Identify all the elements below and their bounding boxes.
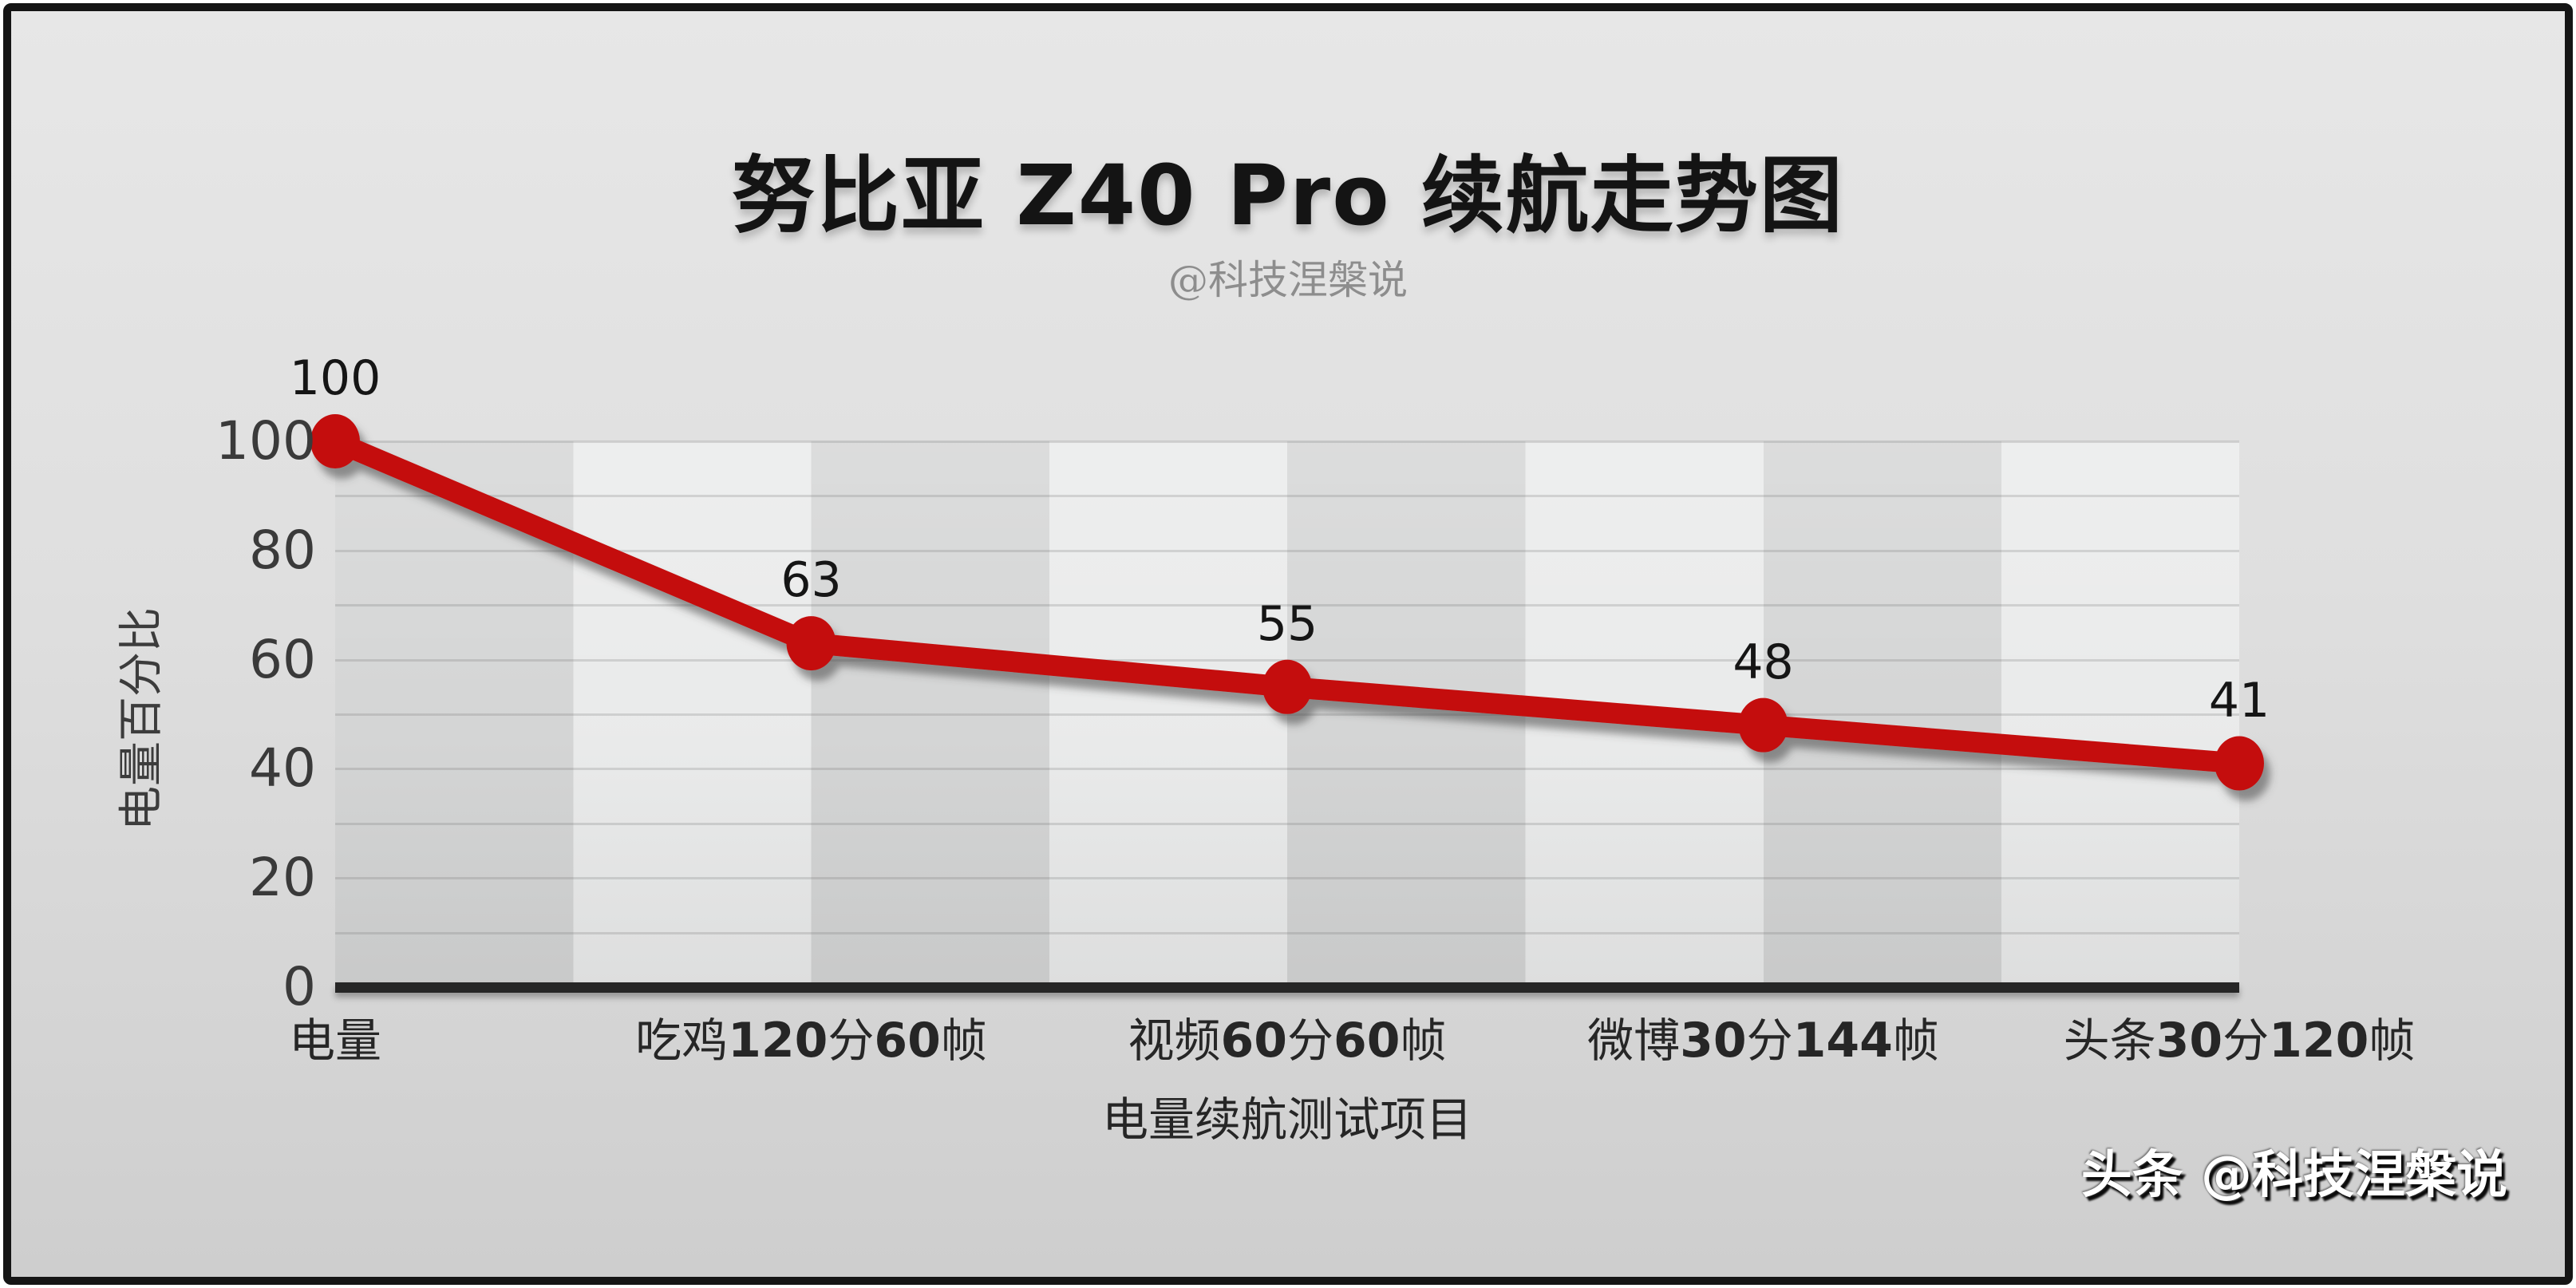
gridline [335, 604, 2239, 607]
data-point-marker [310, 414, 360, 468]
data-point-marker [1262, 659, 1312, 714]
x-tick-text: 分 [1746, 1013, 1793, 1068]
chart-subtitle: @科技涅槃说 [1168, 257, 1408, 303]
x-axis-line [335, 982, 2239, 993]
x-tick-text: 微博 [1587, 1013, 1681, 1068]
gridline [335, 768, 2239, 771]
y-tick-label: 100 [215, 410, 316, 472]
y-tick-label: 80 [249, 519, 316, 581]
gridline [335, 822, 2239, 825]
x-tick-label: 电量 [80, 1004, 591, 1077]
x-tick-text: 帧 [1892, 1013, 1939, 1068]
x-tick-label: 头条30分120帧 [1984, 1004, 2495, 1077]
data-point-marker [786, 616, 836, 671]
x-tick-text: 视频 [1128, 1013, 1221, 1068]
x-tick-text: 帧 [2369, 1013, 2416, 1068]
x-tick-number: 144 [1792, 1013, 1893, 1069]
line-series [310, 414, 2264, 791]
y-tick-label: 60 [249, 628, 316, 690]
x-tick-text: 帧 [940, 1013, 987, 1068]
gridline [335, 441, 2239, 443]
x-tick-text: 分 [1286, 1013, 1333, 1068]
data-point-marker [2214, 736, 2264, 791]
gridline [335, 713, 2239, 716]
x-tick-text: 电量 [288, 1013, 381, 1068]
x-axis-title: 电量续航测试项目 [1101, 1092, 1472, 1147]
x-tick-text: 分 [2222, 1013, 2270, 1068]
x-tick-number: 120 [728, 1013, 828, 1069]
x-tick-number: 30 [2155, 1013, 2223, 1069]
x-tick-text: 分 [828, 1013, 875, 1068]
x-tick-text: 吃鸡 [635, 1013, 729, 1068]
x-tick-label: 吃鸡120分60帧 [556, 1004, 1067, 1077]
data-label: 41 [2208, 672, 2270, 729]
x-tick-number: 30 [1680, 1013, 1747, 1069]
gridline [335, 877, 2239, 880]
y-tick-label: 20 [249, 847, 316, 909]
data-label: 48 [1732, 634, 1794, 690]
gridline [335, 495, 2239, 498]
data-point-marker [1738, 697, 1788, 753]
x-tick-number: 60 [874, 1013, 941, 1069]
y-tick-label: 0 [282, 956, 316, 1017]
x-tick-label: 微博30分144帧 [1508, 1004, 2019, 1077]
data-label: 55 [1256, 595, 1318, 652]
data-label: 100 [289, 350, 381, 406]
x-tick-text: 头条 [2063, 1013, 2156, 1068]
x-tick-number: 120 [2269, 1013, 2369, 1069]
chart-title: 努比亚 Z40 Pro 续航走势图 [732, 147, 1844, 244]
data-label: 63 [780, 552, 842, 609]
x-tick-text: 帧 [1400, 1013, 1447, 1068]
gridline [335, 931, 2239, 934]
watermark: 头条 @科技涅槃说 [2080, 1146, 2507, 1205]
gridline [335, 549, 2239, 552]
x-tick-label: 视频60分60帧 [1032, 1004, 1543, 1077]
y-tick-label: 40 [249, 737, 316, 800]
x-tick-number: 60 [1333, 1013, 1401, 1069]
plot-area [335, 441, 2239, 987]
x-tick-number: 60 [1220, 1013, 1287, 1069]
